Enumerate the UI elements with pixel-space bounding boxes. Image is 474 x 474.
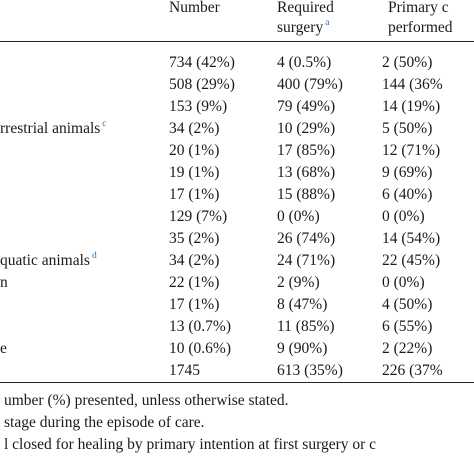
row-surgery: 400 (79%) <box>277 76 343 93</box>
row-label <box>0 187 2 203</box>
row-label <box>0 99 2 115</box>
row-primary: 0 (0%) <box>382 208 425 225</box>
row-number: 17 (1%) <box>169 296 220 313</box>
row-label <box>0 165 2 181</box>
row-number: 129 (7%) <box>169 208 228 225</box>
row-number: 13 (0.7%) <box>169 318 231 335</box>
header-primary-line1: Primary c <box>388 0 449 16</box>
row-primary: 2 (22%) <box>382 340 433 357</box>
row-surgery: 613 (35%) <box>277 362 343 379</box>
header-required-text: surgery <box>277 19 324 36</box>
row-number: 22 (1%) <box>169 274 220 291</box>
row-number: 34 (2%) <box>169 120 220 137</box>
row-number: 10 (0.6%) <box>169 340 231 357</box>
row-label <box>0 297 2 313</box>
row-label <box>0 231 2 247</box>
row-surgery: 9 (90%) <box>277 340 328 357</box>
row-number: 734 (42%) <box>169 54 235 71</box>
row-primary: 226 (37% <box>382 362 443 379</box>
row-surgery: 10 (29%) <box>277 120 336 137</box>
header-required-footnote-marker: a <box>325 18 330 28</box>
row-label <box>0 319 2 335</box>
row-surgery: 79 (49%) <box>277 98 336 115</box>
row-number: 17 (1%) <box>169 186 220 203</box>
row-label <box>0 363 2 379</box>
row-label: rrestrial animals c <box>0 119 107 137</box>
row-primary: 22 (45%) <box>382 252 441 269</box>
row-surgery: 8 (47%) <box>277 296 328 313</box>
footnote: umber (%) presented, unless otherwise st… <box>4 392 289 409</box>
header-primary-line2: performed <box>388 19 453 36</box>
row-label: n <box>0 274 8 291</box>
row-surgery: 24 (71%) <box>277 252 336 269</box>
footnote: l closed for healing by primary intentio… <box>4 436 377 453</box>
footnote: stage during the episode of care. <box>4 414 205 431</box>
row-number: 508 (29%) <box>169 76 235 93</box>
row-surgery: 2 (9%) <box>277 274 320 291</box>
row-surgery: 15 (88%) <box>277 186 336 203</box>
bottom-rule <box>0 382 474 383</box>
row-primary: 12 (71%) <box>382 142 441 159</box>
row-surgery: 26 (74%) <box>277 230 336 247</box>
row-label <box>0 143 2 159</box>
row-primary: 2 (50%) <box>382 54 433 71</box>
header-number: Number <box>169 0 220 16</box>
row-number: 20 (1%) <box>169 142 220 159</box>
row-label <box>0 209 2 225</box>
row-surgery: 11 (85%) <box>277 318 335 335</box>
row-primary: 5 (50%) <box>382 120 433 137</box>
row-number: 34 (2%) <box>169 252 220 269</box>
row-label <box>0 55 2 71</box>
row-surgery: 17 (85%) <box>277 142 336 159</box>
row-primary: 4 (50%) <box>382 296 433 313</box>
row-primary: 6 (40%) <box>382 186 433 203</box>
row-number: 19 (1%) <box>169 164 220 181</box>
row-label <box>0 77 2 93</box>
row-surgery: 4 (0.5%) <box>277 54 332 71</box>
row-surgery: 13 (68%) <box>277 164 336 181</box>
row-label: quatic animals d <box>0 251 97 269</box>
row-primary: 144 (36% <box>382 76 443 93</box>
row-primary: 0 (0%) <box>382 274 425 291</box>
row-number: 1745 <box>169 362 200 379</box>
row-primary: 14 (19%) <box>382 98 441 115</box>
row-label: e <box>0 340 7 357</box>
row-primary: 9 (69%) <box>382 164 433 181</box>
row-number: 153 (9%) <box>169 98 228 115</box>
header-rule <box>0 41 474 42</box>
header-required-line1: Required <box>277 0 334 16</box>
row-surgery: 0 (0%) <box>277 208 320 225</box>
row-number: 35 (2%) <box>169 230 220 247</box>
row-primary: 6 (55%) <box>382 318 433 335</box>
header-required-line2: surgery a <box>277 18 330 36</box>
row-primary: 14 (54%) <box>382 230 441 247</box>
